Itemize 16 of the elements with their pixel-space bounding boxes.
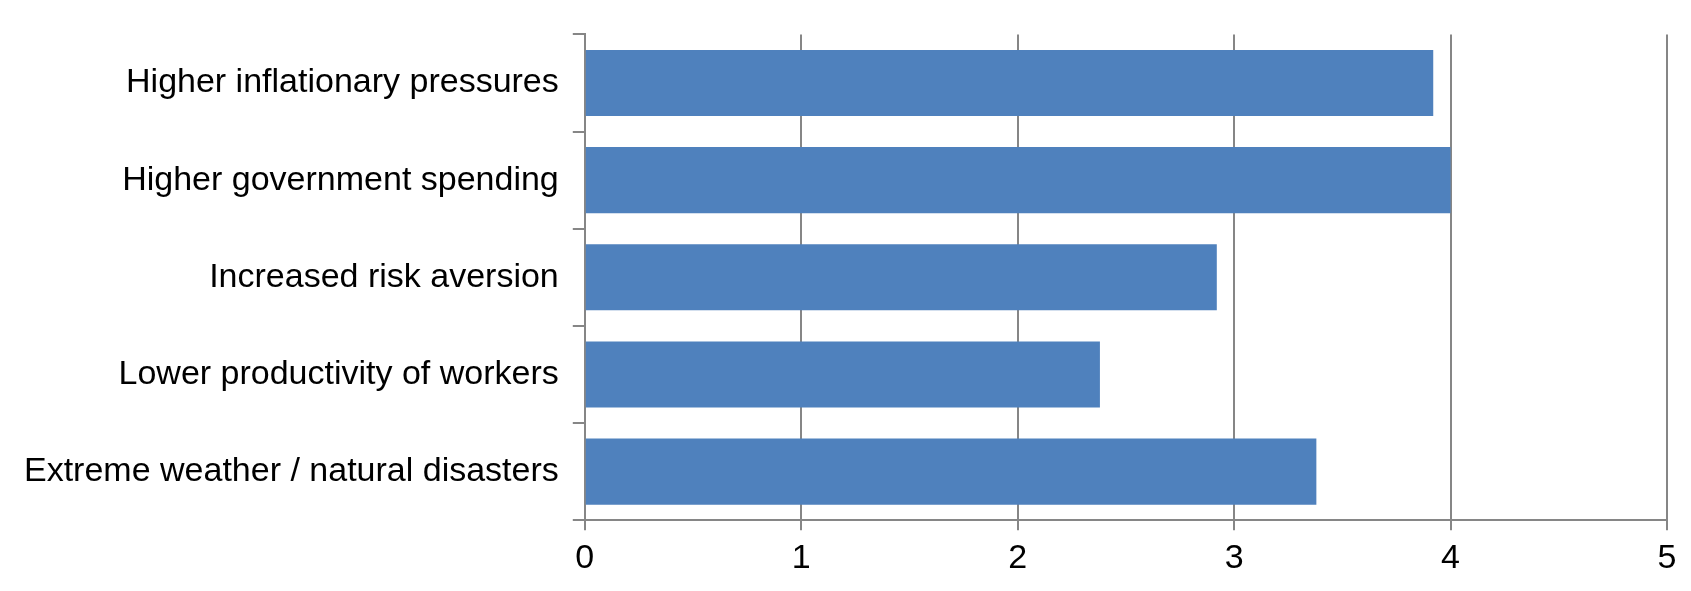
y-tick-label: Increased risk aversion [209,255,559,294]
bar [585,147,1451,214]
x-tick-label: 5 [1657,536,1677,575]
y-tick-label: Lower productivity of workers [118,352,559,391]
y-tick-label: Extreme weather / natural disasters [23,449,559,488]
x-tick-label: 4 [1441,536,1461,575]
bar [585,49,1434,117]
x-tick-label: 3 [1224,536,1244,575]
bar [585,438,1317,505]
y-tick-label: Higher government spending [122,158,559,197]
x-tick-label: 0 [575,536,595,575]
bar [585,244,1217,311]
y-tick-label: Higher inflationary pressures [126,61,559,100]
x-tick-label: 1 [791,536,811,575]
x-tick-label: 2 [1008,536,1028,575]
bar [585,341,1100,408]
